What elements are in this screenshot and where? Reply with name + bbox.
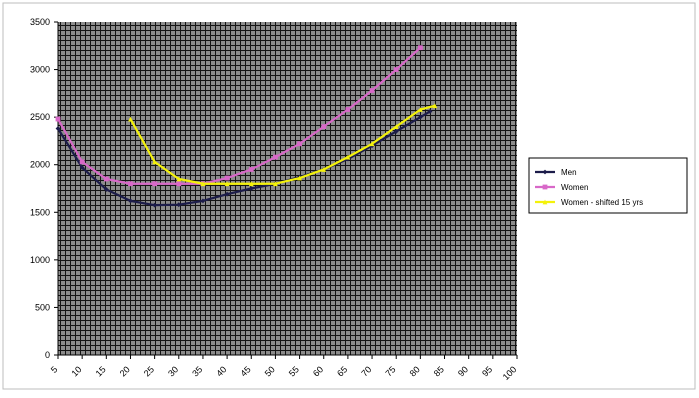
data-point (297, 141, 302, 147)
data-point (224, 175, 230, 181)
data-point (393, 129, 399, 134)
data-point (176, 181, 182, 187)
legend-item: Women (535, 183, 588, 192)
data-point (248, 186, 254, 191)
legend-label: Women (561, 183, 588, 192)
y-tick-label: 500 (35, 302, 50, 312)
data-point (248, 167, 254, 172)
y-axis-ticks: 0 500 1000 1500 2000 2500 3000 3500 (30, 17, 58, 360)
y-tick-label: 1500 (30, 207, 50, 217)
data-point (345, 154, 351, 160)
series-women-shifted-15-yrs (128, 103, 438, 187)
data-point (176, 202, 182, 208)
data-point (393, 124, 399, 130)
legend-label: Women - shifted 15 yrs (561, 198, 643, 207)
data-point (224, 181, 230, 187)
data-point (152, 181, 158, 187)
y-tick-label: 1000 (30, 255, 50, 265)
data-point (200, 198, 206, 204)
plot-area-background (58, 22, 517, 355)
data-point (297, 175, 302, 181)
data-point (200, 181, 206, 187)
data-point (273, 181, 278, 187)
series-line (56, 46, 422, 185)
legend: Men Women Women - shifted 15 yrs (528, 157, 688, 214)
data-point (152, 202, 158, 208)
data-point (55, 126, 61, 131)
data-point (79, 165, 85, 170)
data-point (248, 181, 254, 187)
legend-label: Men (561, 168, 577, 177)
data-point (128, 116, 133, 122)
data-point (273, 154, 278, 160)
data-point (417, 107, 423, 112)
data-point (542, 199, 548, 205)
data-point (432, 103, 438, 109)
series-line (129, 104, 436, 185)
y-tick-label: 3000 (30, 65, 50, 75)
data-point (369, 141, 375, 147)
data-point (417, 45, 423, 51)
data-point (417, 114, 423, 120)
legend-item: Men (535, 168, 577, 177)
data-point (393, 67, 399, 72)
y-tick-label: 2500 (30, 112, 50, 122)
legend-item: Women - shifted 15 yrs (535, 198, 643, 207)
data-point (369, 88, 375, 93)
y-tick-label: 3500 (30, 17, 50, 27)
legend-box (528, 157, 688, 214)
y-tick-label: 2000 (30, 160, 50, 170)
data-point (321, 124, 327, 130)
data-point (427, 109, 433, 114)
data-point (128, 181, 133, 187)
legend-items: Men Women Women - shifted 15 yrs (535, 168, 643, 207)
data-point (79, 159, 85, 165)
series-layer (55, 45, 438, 208)
data-point (103, 176, 109, 182)
y-tick-label: 0 (45, 350, 50, 360)
data-point (542, 169, 548, 175)
data-point (542, 184, 548, 190)
data-point (224, 191, 230, 197)
data-point (55, 116, 61, 122)
data-point (103, 187, 109, 192)
data-point (321, 167, 327, 172)
data-point (345, 107, 351, 112)
x-tick-label: 5 (49, 364, 60, 375)
data-point (152, 159, 158, 165)
data-point (176, 176, 182, 182)
data-point (128, 198, 133, 204)
